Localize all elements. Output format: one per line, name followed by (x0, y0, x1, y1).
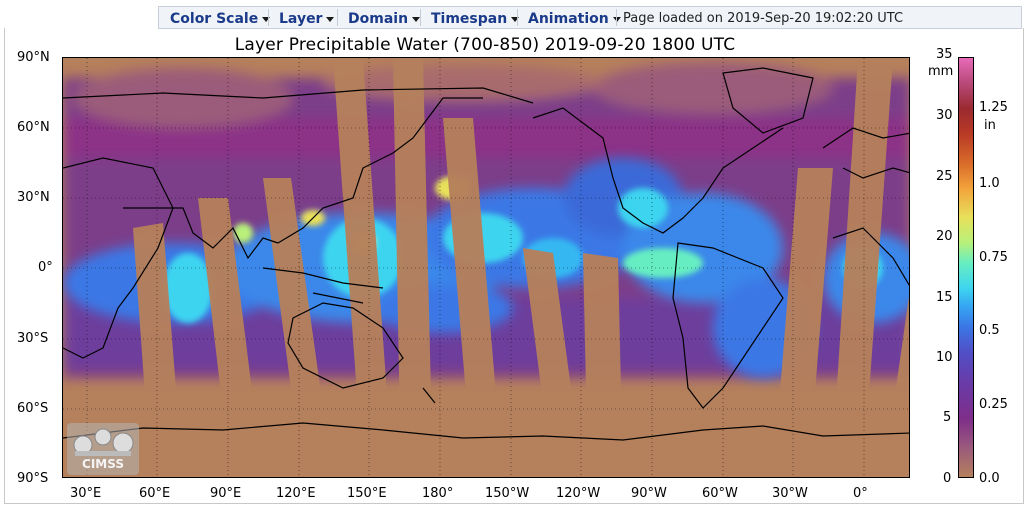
lon-label: 120°E (276, 486, 316, 501)
toolbar-divider (517, 9, 518, 26)
colorbar-unit-in: in (984, 118, 996, 133)
cimss-logo-text: CIMSS (82, 457, 124, 471)
color-scale-menu-label: Color Scale (170, 11, 259, 27)
toolbar: Color Scale Layer Domain Timespan Animat… (0, 0, 1026, 29)
lon-label: 60°E (139, 486, 171, 501)
lat-label: 0° (38, 260, 53, 275)
lon-label: 120°W (556, 486, 601, 501)
toolbar-background (158, 6, 1022, 29)
domain-menu[interactable]: Domain (348, 6, 421, 29)
color-scale-bar (958, 57, 974, 478)
lon-label: 90°W (631, 486, 667, 501)
toolbar-divider (337, 9, 338, 26)
colorbar-mm-label: 20 (936, 229, 953, 244)
lon-label: 60°W (702, 486, 738, 501)
lat-label: 90°N (17, 50, 50, 65)
lon-label: 30°W (772, 486, 808, 501)
colorbar-in-label: 1.0 (979, 176, 1000, 191)
colorbar-in-label: 0.25 (979, 397, 1008, 412)
lon-label: 180° (422, 486, 454, 501)
colorbar-mm-label: 5 (943, 410, 952, 425)
colorbar-unit-mm: mm (928, 64, 954, 79)
chevron-down-icon (412, 16, 421, 22)
layer-menu-label: Layer (279, 11, 323, 27)
colorbar-mm-label: 0 (943, 471, 952, 486)
colorbar-in-label: 0.5 (979, 323, 1000, 338)
page-loaded-status: Page loaded on 2019-Sep-20 19:02:20 UTC (623, 11, 904, 26)
map-image (63, 58, 909, 477)
colorbar-in-label: 0.0 (979, 471, 1000, 486)
color-scale-menu[interactable]: Color Scale (170, 6, 271, 29)
animation-menu-label: Animation (528, 11, 609, 27)
animation-menu[interactable]: Animation (528, 6, 621, 29)
lon-label: 150°E (347, 486, 387, 501)
lat-label: 90°S (17, 471, 49, 486)
colorbar-mm-label: 35 (936, 47, 953, 62)
lon-label: 90°E (210, 486, 242, 501)
chevron-down-icon (262, 16, 271, 22)
cimss-logo: CIMSS (67, 423, 139, 475)
lon-label: 150°W (485, 486, 530, 501)
lon-label: 0° (853, 486, 868, 501)
colorbar-mm-label: 15 (936, 290, 953, 305)
layer-menu[interactable]: Layer (279, 6, 335, 29)
domain-menu-label: Domain (348, 11, 409, 27)
chevron-down-icon (511, 16, 520, 22)
lat-label: 30°S (17, 331, 49, 346)
page-frame (4, 28, 1024, 504)
lon-label: 30°E (70, 486, 102, 501)
colorbar-mm-label: 30 (936, 108, 953, 123)
timespan-menu[interactable]: Timespan (431, 6, 520, 29)
toolbar-divider (616, 9, 617, 26)
lat-label: 60°S (17, 401, 49, 416)
chevron-down-icon (326, 16, 335, 22)
colorbar-mm-label: 10 (936, 350, 953, 365)
map-title: Layer Precipitable Water (700-850) 2019-… (234, 35, 736, 55)
colorbar-in-label: 0.75 (979, 250, 1008, 265)
toolbar-divider (420, 9, 421, 26)
lat-label: 60°N (17, 120, 50, 135)
lat-label: 30°N (17, 190, 50, 205)
colorbar-in-label: 1.25 (979, 100, 1008, 115)
colorbar-mm-label: 25 (936, 169, 953, 184)
satellite-dish-icon (73, 428, 134, 456)
precipitable-water-map: CIMSS (62, 57, 910, 478)
toolbar-divider (268, 9, 269, 26)
timespan-menu-label: Timespan (431, 11, 508, 27)
